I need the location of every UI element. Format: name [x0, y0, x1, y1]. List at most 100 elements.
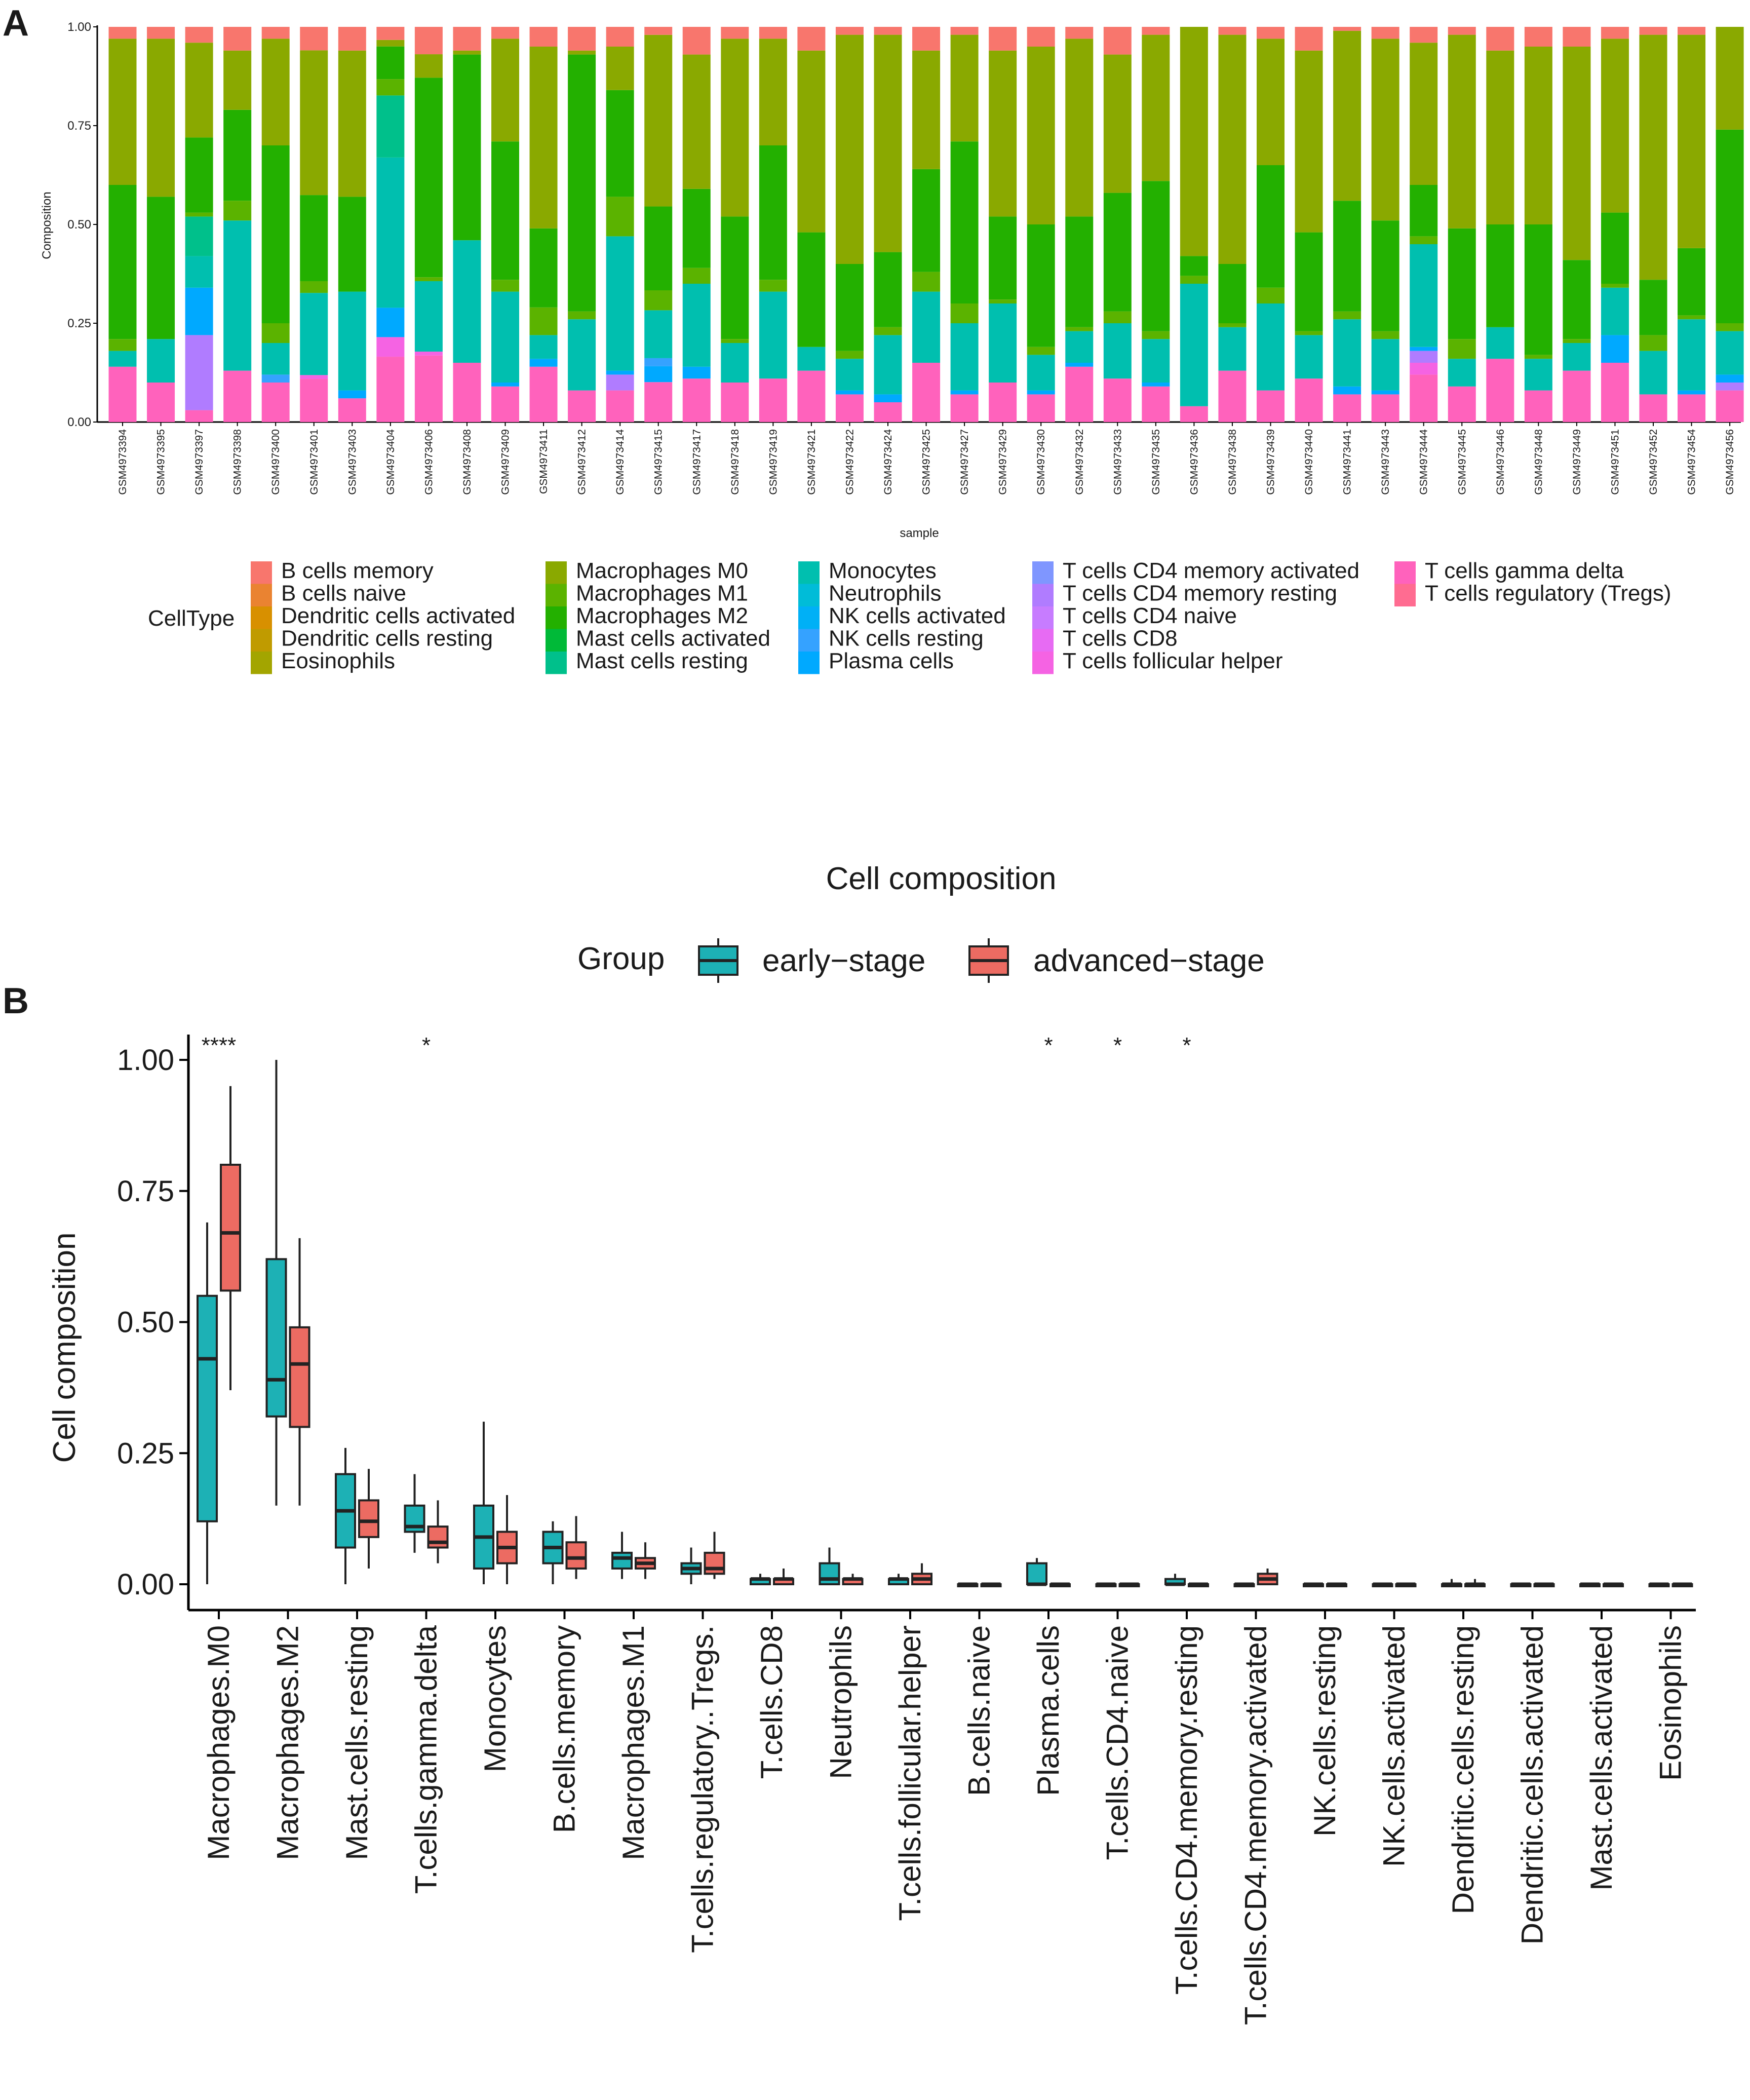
sample-tick-label: GSM4973404: [385, 429, 397, 495]
bar-segment: [147, 27, 175, 39]
sample-tick-label: GSM4973412: [576, 429, 588, 495]
bar-segment: [108, 27, 137, 39]
bar-segment: [912, 169, 941, 272]
bar-segment: [1716, 374, 1744, 383]
bar-segment: [1027, 355, 1055, 391]
bar-segment: [261, 27, 290, 39]
legend-swatch: [251, 606, 272, 629]
sample-tick-label: GSM4973441: [1342, 429, 1353, 495]
bar-segment: [950, 303, 979, 323]
bar-segment: [644, 310, 673, 358]
bar-segment: [1142, 331, 1170, 339]
bar-segment: [606, 47, 634, 90]
sample-tick-label: GSM4973411: [538, 429, 550, 494]
bar-segment: [223, 201, 252, 221]
bar-segment: [453, 240, 481, 363]
legend-label: Dendritic cells resting: [281, 626, 493, 651]
sample-tick-label: GSM4973446: [1495, 429, 1506, 495]
legend-label: T cells CD8: [1063, 626, 1178, 651]
category-label: T.cells.regulatory..Tregs.: [686, 1625, 720, 1953]
bar-segment: [529, 359, 558, 367]
bar-segment: [376, 357, 405, 422]
bar-segment: [950, 323, 979, 391]
bar-segment: [414, 27, 443, 55]
category-label: Neutrophils: [824, 1625, 858, 1779]
legend-swatch: [1032, 606, 1054, 629]
bar-segment: [950, 390, 979, 395]
panel-a-x-axis-title: sample: [900, 526, 939, 540]
legend-label: NK cells resting: [829, 626, 984, 651]
bar-segment: [108, 39, 137, 185]
bar-segment: [1448, 386, 1476, 422]
bar-segment: [261, 374, 290, 383]
legend-label: B cells memory: [281, 558, 434, 583]
bar-segment: [644, 366, 673, 383]
panel-a-y-tick-label: 0.75: [67, 119, 91, 133]
bar-segment: [912, 27, 941, 51]
bar-segment: [491, 280, 519, 292]
bar-segment: [1027, 347, 1055, 355]
bar-segment: [874, 335, 902, 395]
bar-segment: [529, 47, 558, 228]
bar-segment: [1333, 394, 1362, 422]
bar-segment: [606, 90, 634, 197]
bar-segment: [759, 145, 787, 280]
panel-b-y-axis-title: Cell composition: [47, 1233, 82, 1463]
bar-segment: [529, 307, 558, 335]
legend-swatch: [798, 606, 820, 629]
bar-segment: [874, 327, 902, 335]
bar-segment: [1486, 224, 1514, 327]
bar-segment: [1448, 339, 1476, 359]
bar-segment: [185, 212, 213, 217]
panel-b-y-tick-label: 0.75: [117, 1175, 174, 1208]
legend-label: Macrophages M1: [576, 581, 748, 606]
bar-segment: [644, 206, 673, 290]
category-label: B.cells.memory: [548, 1625, 581, 1833]
bar-segment: [989, 303, 1017, 383]
bar-segment: [989, 216, 1017, 300]
bar-segment: [644, 358, 673, 366]
bar-segment: [1103, 193, 1132, 312]
panel-a-y-tick-label: 1.00: [67, 20, 91, 34]
bar-segment: [1257, 390, 1285, 422]
panel-a-y-tick-label: 0.25: [67, 317, 91, 330]
bar-segment: [1371, 331, 1399, 339]
legend-label: B cells naive: [281, 581, 406, 606]
significance-marker: *: [422, 1033, 431, 1058]
bar-segment: [300, 375, 328, 379]
bar-segment: [1563, 343, 1591, 371]
bar-segment: [568, 50, 596, 55]
bar-segment: [721, 339, 749, 343]
bar-segment: [1295, 378, 1323, 422]
bar-segment: [912, 363, 941, 422]
bar-segment: [1295, 50, 1323, 233]
category-label: T.cells.CD4.naive: [1101, 1625, 1135, 1860]
sample-tick-label: GSM4973430: [1035, 429, 1047, 495]
bar-segment: [261, 39, 290, 146]
bar-segment: [1065, 327, 1094, 331]
bar-segment: [300, 195, 328, 281]
bar-segment: [1295, 27, 1323, 51]
box-iqr: [1026, 1562, 1047, 1586]
bar-segment: [491, 39, 519, 142]
bar-segment: [453, 363, 481, 422]
legend-swatch: [1032, 629, 1054, 652]
bar-segment: [261, 323, 290, 343]
legend-swatch: [798, 629, 820, 652]
sample-tick-label: GSM4973401: [308, 429, 320, 495]
bar-segment: [1448, 27, 1476, 35]
bar-segment: [414, 78, 443, 278]
bar-segment: [1371, 390, 1399, 395]
panel-a-legend-title: CellType: [148, 606, 235, 631]
bar-segment: [759, 378, 787, 422]
bar-segment: [147, 339, 175, 383]
bar-segment: [797, 50, 826, 233]
bar-segment: [1218, 323, 1247, 327]
bar-segment: [1678, 315, 1706, 320]
sample-tick-label: GSM4973422: [844, 429, 855, 495]
bar-segment: [1142, 386, 1170, 422]
category-label: T.cells.CD4.memory.resting: [1170, 1625, 1203, 1995]
category-label: B.cells.naive: [962, 1625, 996, 1796]
bar-segment: [1065, 331, 1094, 363]
